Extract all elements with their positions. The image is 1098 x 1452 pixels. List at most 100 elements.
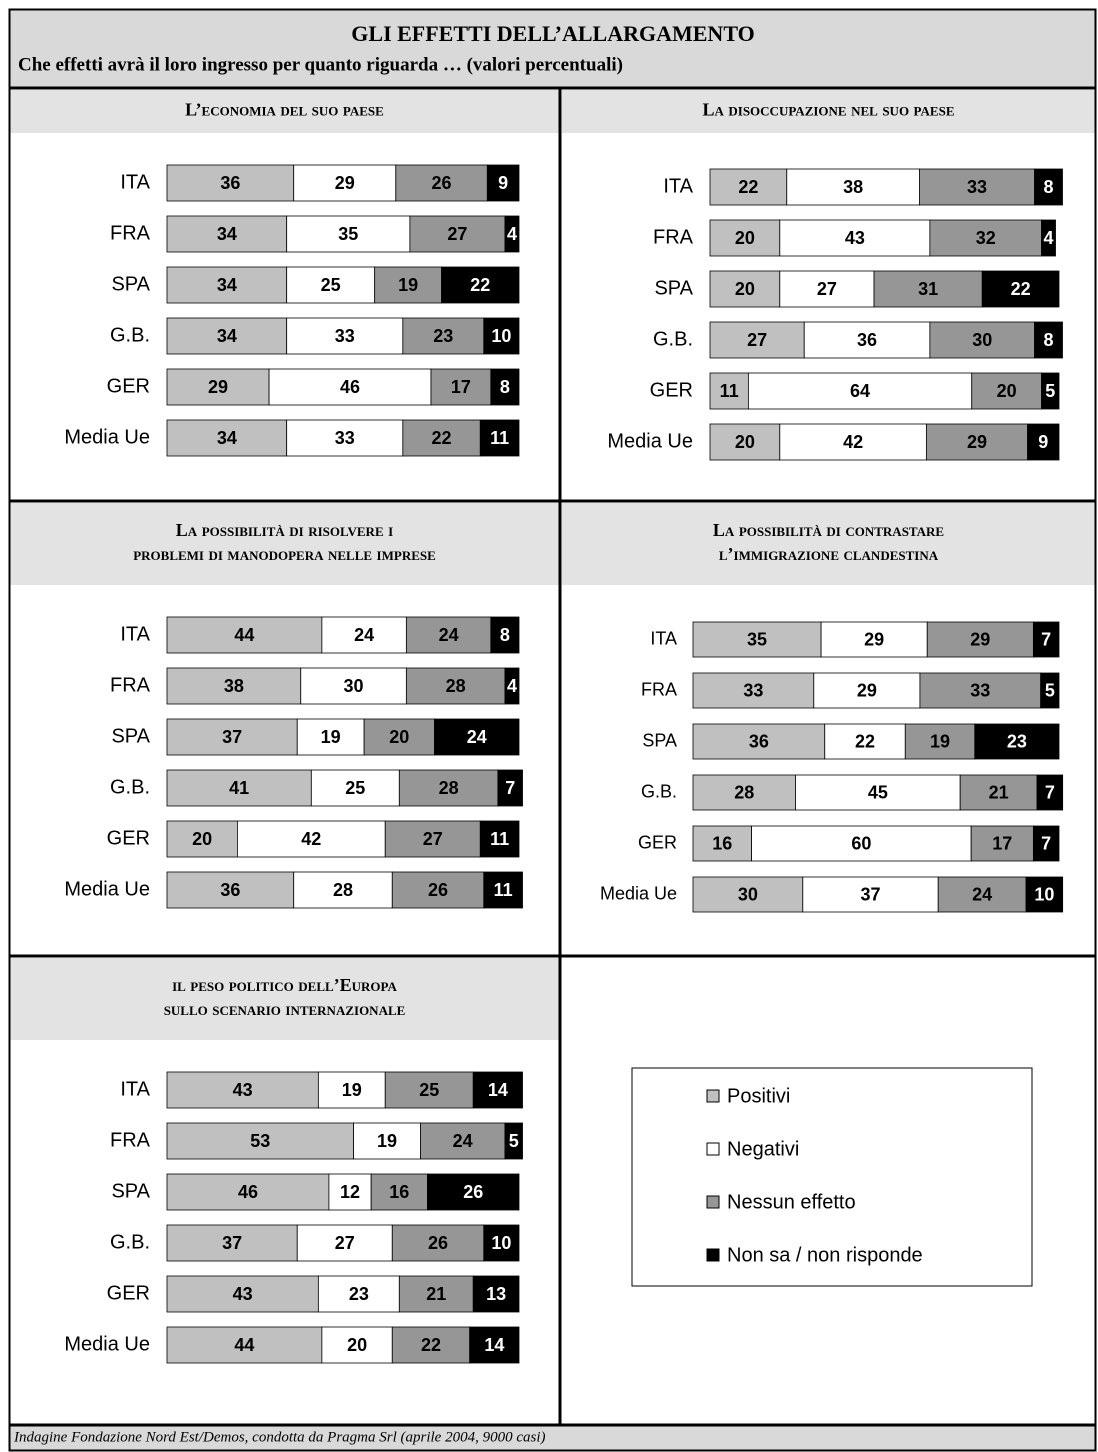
bar-segment [310,769,400,807]
value-label: 5 [509,1131,519,1151]
value-label: 19 [398,275,418,295]
value-label: 25 [419,1080,439,1100]
value-label: 13 [486,1284,506,1304]
bar-segment [483,871,523,909]
bar-segment [483,317,520,355]
bar-segment [692,876,804,913]
value-label: 19 [321,727,341,747]
bar-segment [795,774,961,811]
value-label: 36 [220,173,240,193]
value-label: 34 [217,326,237,346]
value-label: 4 [507,224,517,244]
value-label: 26 [428,880,448,900]
bar-segment [981,270,1060,308]
bar-segment [1036,774,1064,811]
category-label: GER [650,379,693,401]
bar-segment [504,667,520,705]
bar-segment [971,372,1042,410]
bar-segment [405,616,492,654]
category-label: SPA [642,730,677,750]
category-label: SPA [111,725,150,747]
bar-segment [328,1173,372,1211]
bar-segment [1027,423,1060,461]
value-label: 29 [970,629,990,649]
value-label: 24 [453,1131,473,1151]
value-label: 29 [335,173,355,193]
value-label: 30 [344,676,364,696]
bar-segment [434,718,520,756]
bar-segment [1041,372,1060,410]
category-label: GER [107,827,150,849]
value-label: 11 [494,880,513,900]
bar-segment [391,1224,485,1262]
category-label: GER [107,1282,150,1304]
value-label: 46 [238,1182,258,1202]
bar-segment [919,168,1035,206]
category-label: ITA [663,175,693,197]
category-label: Media Ue [64,1333,150,1355]
category-label: G.B. [653,328,693,350]
value-label: 24 [467,727,487,747]
value-label: 29 [208,377,228,397]
value-label: 22 [470,275,490,295]
bar-segment [970,825,1034,862]
legend-swatch [706,1142,720,1156]
value-label: 11 [490,829,509,849]
bar-segment [166,616,323,654]
bar-segment [974,723,1060,760]
value-label: 43 [845,228,865,248]
category-label: FRA [110,1129,151,1151]
legend-label: Positivi [727,1085,790,1107]
value-label: 38 [224,676,244,696]
panel-title: sullo scenario internazionale [164,999,406,1019]
bar-segment [395,164,488,202]
bar-segment [802,876,939,913]
value-label: 24 [354,625,374,645]
category-label: Media Ue [64,878,150,900]
legend-box [631,1067,1033,1287]
value-label: 20 [997,381,1017,401]
bar-segment [409,215,506,253]
bar-segment [317,1275,400,1313]
panel-title: La possibilità di risolvere i [176,520,393,540]
bar-segment [779,423,927,461]
bar-segment [504,1122,523,1160]
value-label: 29 [857,680,877,700]
bar-segment [166,1122,354,1160]
value-label: 36 [749,731,769,751]
bar-segment [166,215,288,253]
bar-segment [166,1224,298,1262]
bar-segment [166,1275,319,1313]
value-label: 28 [439,778,459,798]
value-label: 43 [233,1284,253,1304]
legend-swatch [706,1195,720,1209]
value-label: 4 [507,676,517,696]
value-label: 29 [967,432,987,452]
bar-segment [1032,621,1060,658]
value-label: 10 [491,1233,511,1253]
value-label: 64 [850,381,870,401]
value-label: 16 [389,1182,409,1202]
value-label: 32 [976,228,996,248]
value-label: 42 [301,829,321,849]
value-label: 27 [423,829,443,849]
value-label: 22 [432,428,452,448]
value-label: 21 [426,1284,446,1304]
value-label: 27 [335,1233,355,1253]
bar-segment [268,368,432,406]
category-label: G.B. [110,1231,150,1253]
value-label: 9 [1038,432,1048,452]
value-label: 7 [1041,833,1051,853]
category-label: Media Ue [64,426,150,448]
value-label: 4 [1044,228,1054,248]
header-band [9,9,1096,88]
bar-segment [286,215,411,253]
value-label: 33 [743,680,763,700]
value-label: 19 [930,731,950,751]
bar-segment [692,723,826,760]
bar-segment [709,372,749,410]
bar-segment [472,1275,520,1313]
value-label: 23 [349,1284,369,1304]
bar-segment [929,321,1035,359]
value-label: 30 [972,330,992,350]
